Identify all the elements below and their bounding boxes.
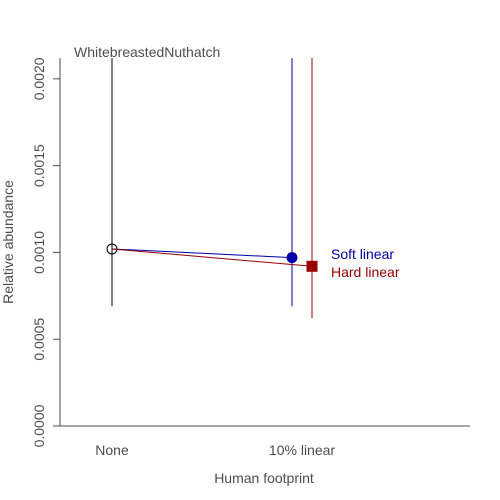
axes — [59, 58, 470, 427]
legend-label: Hard linear — [331, 264, 400, 280]
y-ticks: 0.0000 0.0005 0.0010 0.0015 0.0020 — [31, 57, 60, 447]
series-marker-circle — [286, 252, 298, 264]
x-tick-label: 10% linear — [269, 442, 335, 458]
y-tick-label: 0.0015 — [31, 144, 47, 187]
y-tick-label: 0.0010 — [31, 231, 47, 274]
legend-label: Soft linear — [331, 246, 394, 262]
x-axis-title: Human footprint — [214, 470, 314, 486]
data-series — [106, 58, 318, 319]
y-tick-label: 0.0005 — [31, 318, 47, 361]
chart-title: WhitebreastedNuthatch — [74, 44, 220, 60]
legend: Soft linear Hard linear — [331, 246, 400, 280]
series-marker-square — [306, 260, 318, 272]
y-axis-title: Relative abundance — [0, 180, 16, 304]
x-ticks: None 10% linear — [95, 442, 335, 458]
baseline-marker-open-circle — [106, 243, 118, 255]
y-tick-label: 0.0020 — [31, 57, 47, 100]
series-connector-line — [111, 248, 293, 259]
x-tick-label: None — [95, 442, 129, 458]
series-connector-line — [111, 248, 313, 267]
y-tick-label: 0.0000 — [31, 404, 47, 447]
